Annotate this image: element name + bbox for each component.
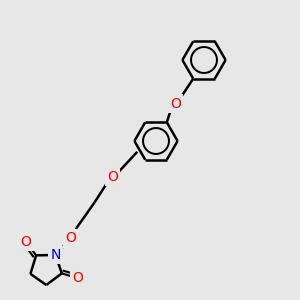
Text: O: O <box>21 235 32 249</box>
Text: O: O <box>72 271 83 285</box>
Text: N: N <box>50 248 61 262</box>
Text: O: O <box>170 97 181 110</box>
Text: O: O <box>65 232 76 245</box>
Text: O: O <box>107 170 118 184</box>
